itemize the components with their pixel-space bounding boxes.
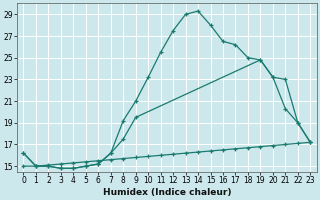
X-axis label: Humidex (Indice chaleur): Humidex (Indice chaleur) — [103, 188, 231, 197]
